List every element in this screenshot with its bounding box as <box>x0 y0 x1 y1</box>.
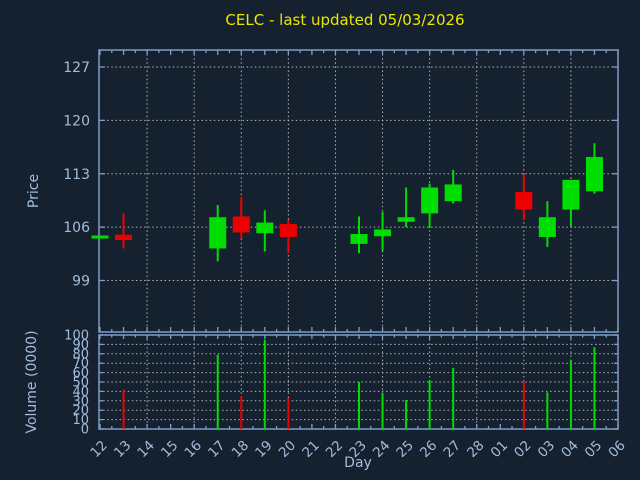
x-tick-label: 16 <box>182 438 205 461</box>
volume-tick-label: 20 <box>72 404 89 419</box>
price-tick-label: 106 <box>63 220 90 236</box>
candle-body <box>421 187 439 214</box>
x-tick-label: 27 <box>441 438 464 461</box>
volume-tick-label: 50 <box>72 376 89 391</box>
x-tick-label: 28 <box>464 438 487 461</box>
x-tick-label: 26 <box>417 438 440 461</box>
candle-body <box>585 156 603 192</box>
volume-bar <box>216 354 219 429</box>
price-tick-label: 113 <box>63 167 90 183</box>
candle-body <box>279 224 297 238</box>
chart-title: CELC - last updated 05/03/2026 <box>225 11 464 29</box>
candle-body <box>562 179 580 210</box>
x-axis-title: Day <box>344 455 372 471</box>
x-tick-label: 13 <box>111 438 134 461</box>
x-tick-label: 21 <box>299 438 322 461</box>
price-tick-label: 99 <box>72 274 90 290</box>
candle-body <box>256 222 274 234</box>
x-tick-label: 24 <box>370 438 393 461</box>
volume-bar <box>240 396 243 429</box>
volume-bar <box>546 392 549 429</box>
volume-tick-label: 100 <box>64 329 89 344</box>
volume-tick-label: 40 <box>72 385 89 400</box>
candle-body <box>209 217 227 249</box>
volume-bar <box>569 360 572 429</box>
candle-body <box>350 233 368 244</box>
volume-bar <box>122 389 125 429</box>
volume-bar <box>428 380 431 429</box>
volume-tick-label: 90 <box>72 338 89 353</box>
candle-body <box>397 217 415 222</box>
volume-tick-label: 0 <box>81 423 89 438</box>
x-tick-label: 25 <box>393 438 416 461</box>
volume-tick-label: 30 <box>72 394 89 409</box>
price-panel-border <box>98 49 619 333</box>
candle-body <box>538 217 556 238</box>
price-tick-label: 120 <box>63 113 90 129</box>
x-tick-label: 20 <box>276 438 299 461</box>
volume-tick-label: 10 <box>72 413 89 428</box>
x-tick-label: 18 <box>229 438 252 461</box>
x-tick-label: 17 <box>205 438 228 461</box>
volume-axis-title: Volume (0000) <box>24 330 40 433</box>
candle-body <box>515 192 533 210</box>
candle-body <box>444 184 462 202</box>
volume-bar <box>263 339 266 429</box>
volume-bar <box>452 367 455 429</box>
price-axis-title: Price <box>26 174 42 208</box>
volume-tick-label: 80 <box>72 347 89 362</box>
x-tick-label: 15 <box>158 438 181 461</box>
volume-bar <box>287 397 290 429</box>
x-tick-label: 03 <box>535 438 558 461</box>
volume-tick-label: 70 <box>72 357 89 372</box>
volume-tick-label: 60 <box>72 366 89 381</box>
volume-bar <box>522 382 525 429</box>
x-tick-label: 01 <box>488 438 511 461</box>
candle-body <box>232 216 250 233</box>
volume-bar <box>381 393 384 429</box>
price-tick-label: 127 <box>63 60 90 76</box>
candle-body <box>91 235 109 239</box>
volume-bar <box>593 347 596 429</box>
candle-body <box>115 234 133 241</box>
x-tick-label: 04 <box>558 438 581 461</box>
volume-bar <box>358 382 360 429</box>
candle-body <box>374 229 392 237</box>
x-tick-label: 02 <box>511 438 534 461</box>
volume-bar <box>405 399 408 429</box>
x-tick-label: 12 <box>87 438 110 461</box>
x-tick-label: 06 <box>605 438 628 461</box>
x-tick-label: 22 <box>323 438 346 461</box>
x-tick-label: 05 <box>582 438 605 461</box>
x-tick-label: 19 <box>252 438 275 461</box>
x-tick-label: 14 <box>134 438 157 461</box>
